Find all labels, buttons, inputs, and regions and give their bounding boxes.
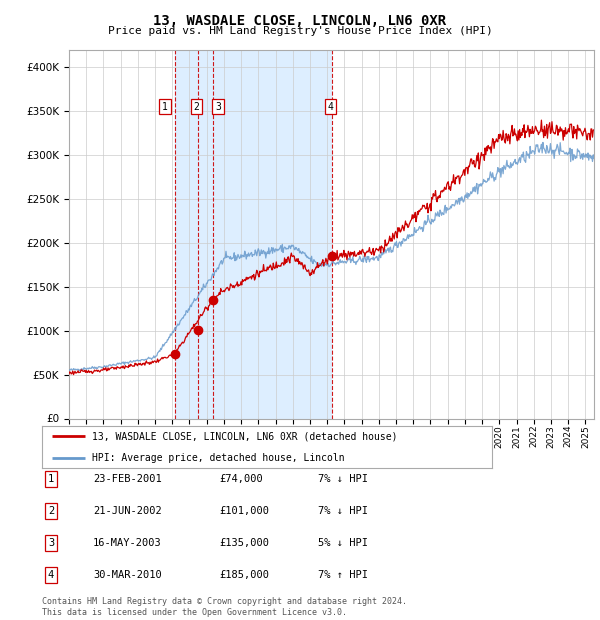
Text: £185,000: £185,000 <box>219 570 269 580</box>
Text: 1: 1 <box>48 474 54 484</box>
Text: 3: 3 <box>48 538 54 548</box>
Text: 16-MAY-2003: 16-MAY-2003 <box>93 538 162 548</box>
Text: Price paid vs. HM Land Registry's House Price Index (HPI): Price paid vs. HM Land Registry's House … <box>107 26 493 36</box>
Text: 23-FEB-2001: 23-FEB-2001 <box>93 474 162 484</box>
Text: HPI: Average price, detached house, Lincoln: HPI: Average price, detached house, Linc… <box>92 453 344 463</box>
Text: 7% ↓ HPI: 7% ↓ HPI <box>318 506 368 516</box>
Text: 2: 2 <box>194 102 200 112</box>
Text: 7% ↑ HPI: 7% ↑ HPI <box>318 570 368 580</box>
Text: 4: 4 <box>328 102 334 112</box>
Text: 7% ↓ HPI: 7% ↓ HPI <box>318 474 368 484</box>
Text: 3: 3 <box>215 102 221 112</box>
Bar <box>175 50 331 419</box>
Text: 13, WASDALE CLOSE, LINCOLN, LN6 0XR: 13, WASDALE CLOSE, LINCOLN, LN6 0XR <box>154 14 446 29</box>
Text: Contains HM Land Registry data © Crown copyright and database right 2024.
This d: Contains HM Land Registry data © Crown c… <box>42 598 407 617</box>
Text: 5% ↓ HPI: 5% ↓ HPI <box>318 538 368 548</box>
Text: £135,000: £135,000 <box>219 538 269 548</box>
Text: £101,000: £101,000 <box>219 506 269 516</box>
Text: 4: 4 <box>48 570 54 580</box>
Text: 1: 1 <box>162 102 168 112</box>
Text: 2: 2 <box>48 506 54 516</box>
Text: 21-JUN-2002: 21-JUN-2002 <box>93 506 162 516</box>
Text: £74,000: £74,000 <box>219 474 263 484</box>
Text: 13, WASDALE CLOSE, LINCOLN, LN6 0XR (detached house): 13, WASDALE CLOSE, LINCOLN, LN6 0XR (det… <box>92 432 397 441</box>
Text: 30-MAR-2010: 30-MAR-2010 <box>93 570 162 580</box>
